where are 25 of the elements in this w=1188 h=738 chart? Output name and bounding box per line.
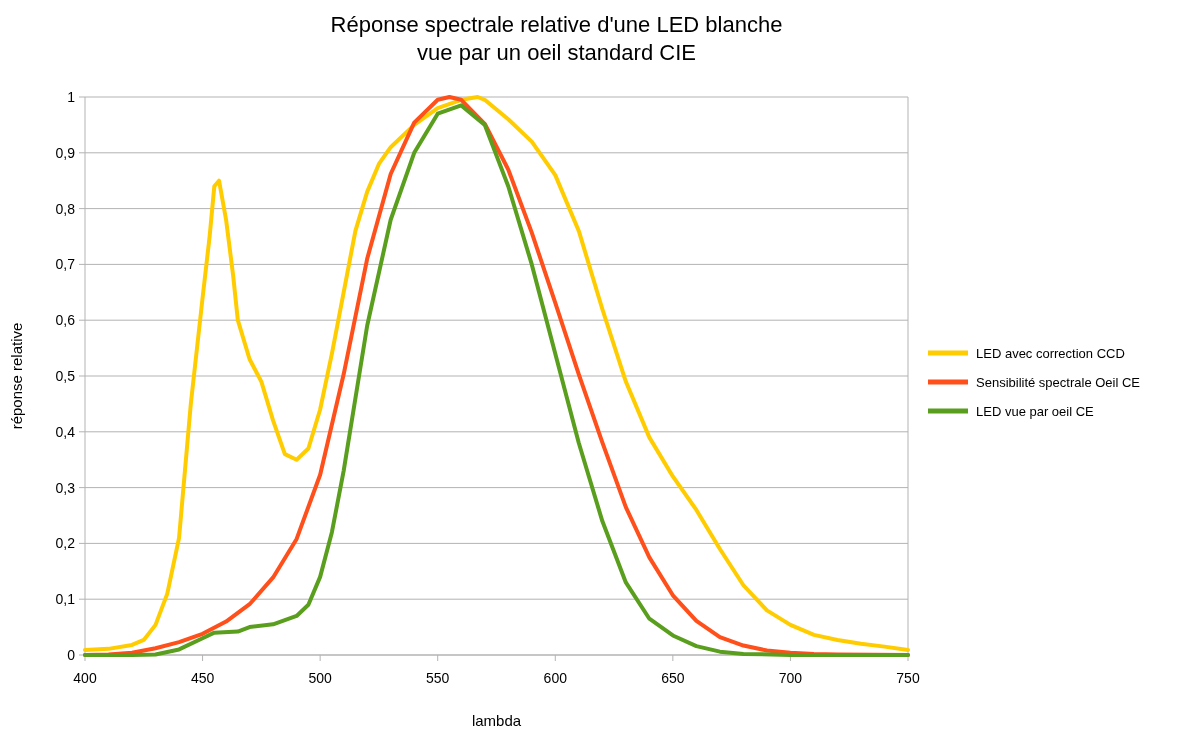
y-tick-label: 0,2	[55, 535, 76, 552]
x-axis-title: lambda	[471, 712, 522, 729]
y-tick-label: 0,7	[55, 256, 76, 273]
chart-title: Réponse spectrale relative d'une LED blanche vue par un oeil standard CIE	[330, 12, 783, 65]
x-tick-label: 600	[543, 670, 568, 686]
y-tick-label: 1	[67, 88, 76, 105]
y-tick-label: 0,3	[55, 479, 76, 496]
y-tick-label: 0,1	[55, 591, 76, 608]
x-tick-label: 400	[73, 670, 97, 686]
y-tick-label: 0,6	[55, 312, 76, 329]
x-tick-label: 500	[308, 670, 333, 686]
x-tick-label: 550	[426, 670, 450, 686]
legend-label: LED vue par oeil CE	[976, 403, 1095, 419]
x-tick-label: 450	[190, 670, 215, 686]
y-tick-label: 0	[67, 646, 76, 663]
y-tick-label: 0,8	[55, 200, 76, 217]
y-tick-label: 0,4	[55, 423, 76, 440]
x-tick-label: 700	[778, 670, 803, 686]
legend-label: Sensibilité spectrale Oeil CE	[976, 374, 1141, 390]
y-axis-title: réponse relative	[8, 322, 25, 430]
x-tick-label: 750	[896, 670, 920, 686]
legend-label: LED avec correction CCD	[976, 345, 1125, 361]
y-tick-label: 0,5	[55, 367, 76, 384]
x-tick-label: 650	[661, 670, 685, 686]
y-tick-label: 0,9	[55, 144, 76, 161]
